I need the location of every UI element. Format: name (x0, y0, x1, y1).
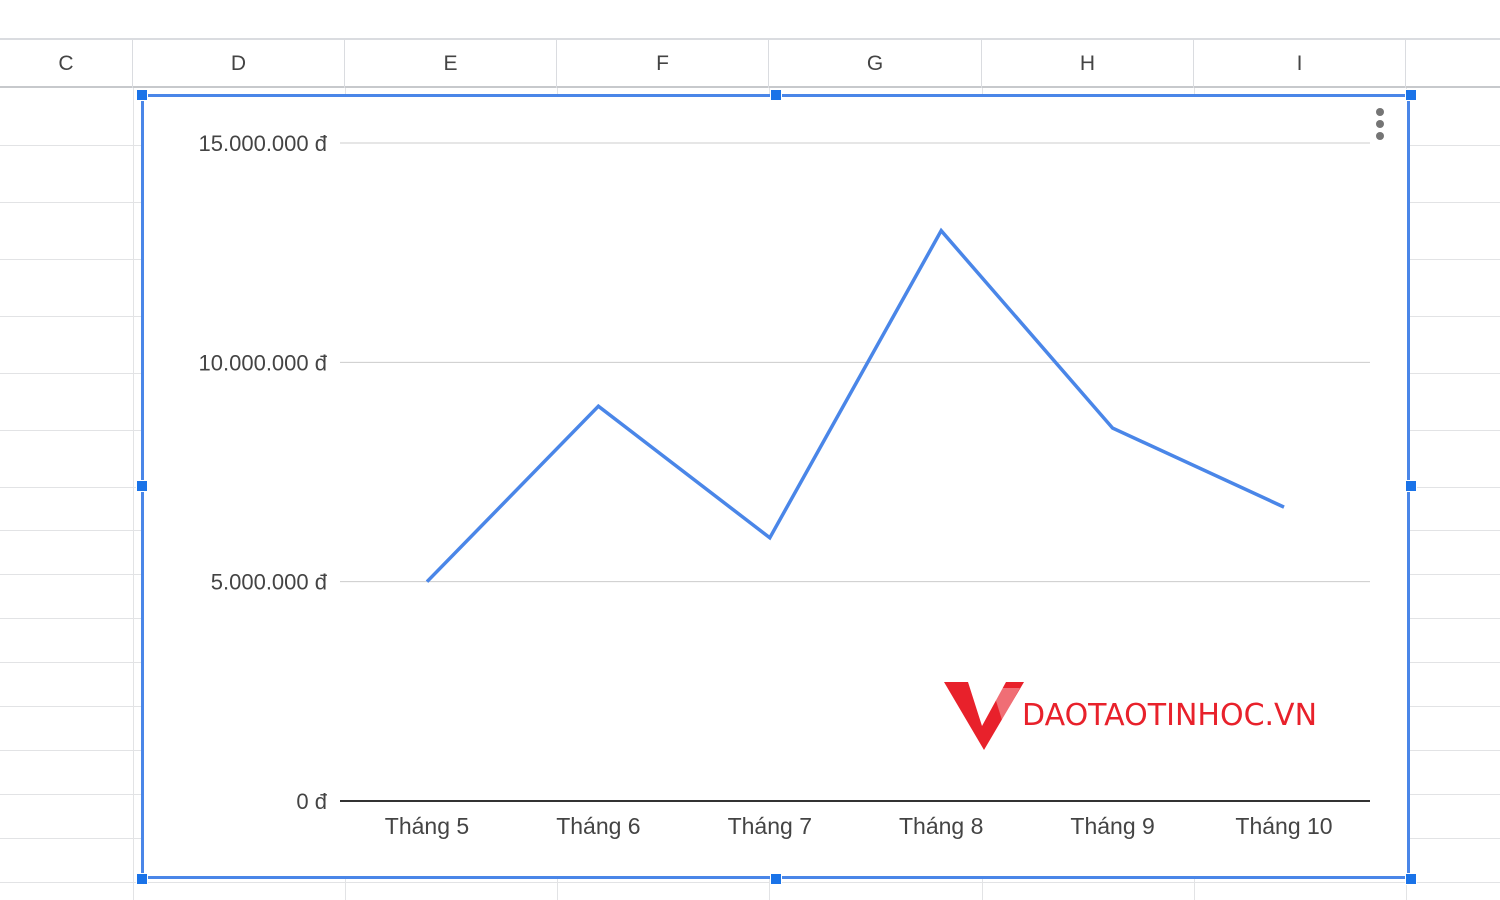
logo-mark-highlight (992, 688, 1020, 720)
y-tick-label: 0 đ (296, 789, 327, 814)
data-point[interactable] (1278, 501, 1290, 513)
column-header-e[interactable]: E (345, 40, 557, 88)
x-tick-label: Tháng 7 (728, 813, 812, 839)
daotaotinhoc-logo: DAOTAOTINHOC.VN (944, 682, 1317, 750)
x-tick-label: Tháng 8 (899, 813, 983, 839)
grid-row-line (0, 882, 1500, 883)
column-header-f[interactable]: F (557, 40, 769, 88)
resize-handle-bottom[interactable] (770, 873, 782, 885)
logo-text: DAOTAOTINHOC.VN (1022, 698, 1317, 733)
column-header-i[interactable]: I (1194, 40, 1406, 88)
more-vert-icon[interactable] (1372, 108, 1388, 144)
column-header-bar: C D E F G H I (0, 38, 1500, 88)
resize-handle-top-left[interactable] (136, 89, 148, 101)
data-point[interactable] (1107, 422, 1119, 434)
resize-handle-top-right[interactable] (1405, 89, 1417, 101)
data-point[interactable] (935, 225, 947, 237)
y-tick-label: 5.000.000 đ (211, 570, 328, 595)
x-tick-label: Tháng 9 (1070, 813, 1154, 839)
column-header-g[interactable]: G (769, 40, 982, 88)
menu-dot (1376, 108, 1384, 116)
data-point[interactable] (764, 532, 776, 544)
x-tick-label: Tháng 5 (385, 813, 469, 839)
resize-handle-top[interactable] (770, 89, 782, 101)
grid-column-line (133, 88, 134, 900)
column-header-d[interactable]: D (133, 40, 345, 88)
resize-handle-bottom-right[interactable] (1405, 873, 1417, 885)
logo-mark-shape (944, 682, 1024, 750)
data-point[interactable] (421, 576, 433, 588)
chart-object[interactable] (141, 94, 1410, 879)
resize-handle-left[interactable] (136, 480, 148, 492)
menu-dot (1376, 120, 1384, 128)
data-point[interactable] (592, 400, 604, 412)
x-tick-label: Tháng 10 (1235, 813, 1332, 839)
menu-dot (1376, 132, 1384, 140)
column-header-c[interactable]: C (0, 40, 133, 88)
series-line[interactable] (425, 227, 1285, 583)
y-tick-label: 15.000.000 đ (199, 131, 328, 156)
resize-handle-right[interactable] (1405, 480, 1417, 492)
y-tick-label: 10.000.000 đ (199, 350, 328, 375)
column-header-h[interactable]: H (982, 40, 1194, 88)
resize-handle-bottom-left[interactable] (136, 873, 148, 885)
x-tick-label: Tháng 6 (556, 813, 640, 839)
